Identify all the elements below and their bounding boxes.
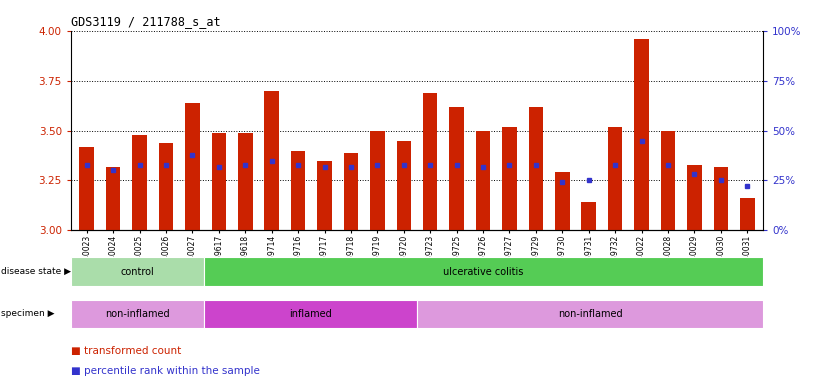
Bar [475, 131, 490, 230]
Text: ulcerative colitis: ulcerative colitis [444, 266, 524, 277]
Bar [417, 300, 763, 328]
Bar [450, 107, 464, 230]
Bar [204, 300, 417, 328]
Text: inflamed: inflamed [289, 309, 332, 319]
Bar [106, 167, 120, 230]
Text: control: control [121, 266, 154, 277]
Bar [317, 161, 332, 230]
Bar [212, 132, 226, 230]
Bar [714, 167, 728, 230]
Bar [529, 107, 543, 230]
Bar [687, 164, 701, 230]
Bar [423, 93, 438, 230]
Bar [740, 199, 755, 230]
Bar [158, 142, 173, 230]
Text: disease state ▶: disease state ▶ [1, 267, 71, 276]
Text: non-inflamed: non-inflamed [558, 309, 622, 319]
Bar [608, 127, 622, 230]
Bar [264, 91, 279, 230]
Text: ■ transformed count: ■ transformed count [71, 346, 181, 356]
Text: specimen ▶: specimen ▶ [1, 310, 54, 318]
Bar [396, 141, 411, 230]
Bar [71, 257, 204, 286]
Bar [71, 300, 204, 328]
Bar [555, 172, 570, 230]
Bar [133, 134, 147, 230]
Bar [581, 202, 596, 230]
Bar [502, 127, 517, 230]
Bar [635, 39, 649, 230]
Text: ■ percentile rank within the sample: ■ percentile rank within the sample [71, 366, 259, 376]
Text: non-inflamed: non-inflamed [105, 309, 170, 319]
Bar [291, 151, 305, 230]
Bar [661, 131, 676, 230]
Bar [79, 147, 94, 230]
Bar [204, 257, 763, 286]
Text: GDS3119 / 211788_s_at: GDS3119 / 211788_s_at [71, 15, 220, 28]
Bar [370, 131, 384, 230]
Bar [185, 103, 199, 230]
Bar [238, 132, 253, 230]
Bar [344, 152, 359, 230]
